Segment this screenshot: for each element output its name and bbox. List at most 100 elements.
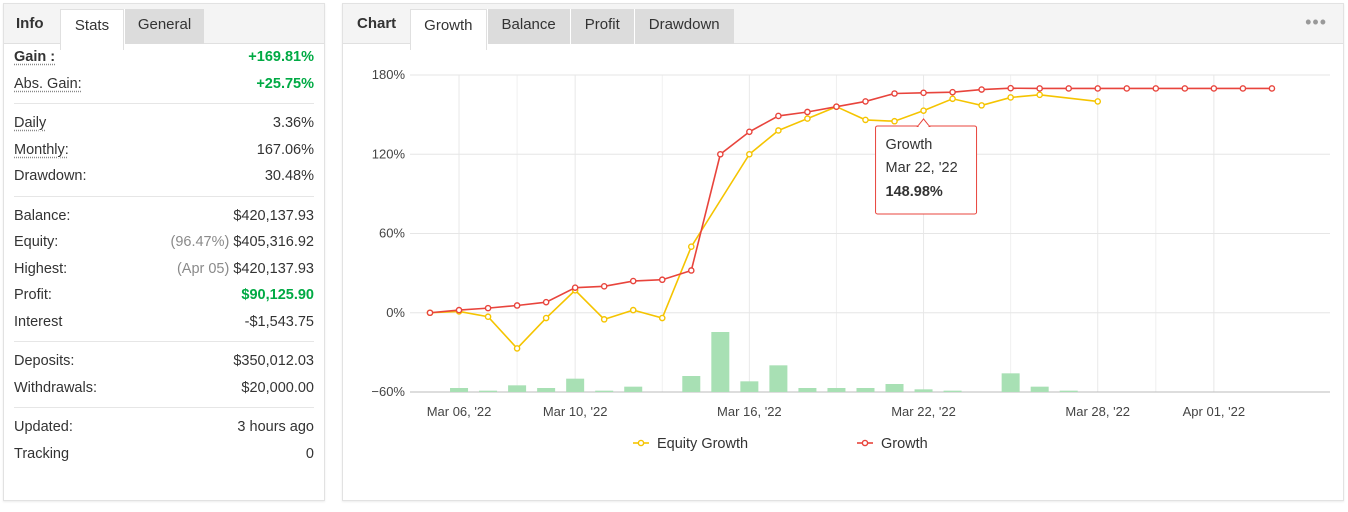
equity-growth-line	[429, 94, 1098, 350]
stat-row-highest: Highest: (Apr 05) $420,137.93	[14, 256, 314, 283]
stat-value: (96.47%) $405,316.92	[170, 234, 314, 250]
stat-row-equity: Equity: (96.47%) $405,316.92	[14, 229, 314, 256]
profit-bar	[566, 378, 585, 392]
equity-growth-point	[629, 306, 637, 314]
chart-tabs: Chart Growth Balance Profit Drawdown	[343, 4, 1343, 50]
legend-equity-growth-marker	[637, 439, 645, 447]
stat-value-text: $405,316.92	[233, 234, 314, 251]
stat-value: $420,137.93	[233, 208, 314, 224]
stat-value-text: 30.48%	[264, 168, 314, 185]
equity-growth-point	[1007, 94, 1014, 101]
growth-point	[1036, 85, 1043, 92]
equity-growth-point	[658, 314, 666, 322]
stat-label[interactable]: Gain :	[14, 49, 56, 66]
tab-info[interactable]: Info	[16, 15, 44, 32]
equity-growth-point	[484, 313, 492, 321]
equity-growth-point	[978, 102, 985, 109]
stat-value: +25.75%	[256, 76, 314, 92]
stat-row-profit: Profit: $90,125.90	[14, 282, 314, 309]
stat-label: Interest	[14, 313, 63, 330]
profit-bar	[827, 388, 846, 392]
equity-growth-point	[1094, 98, 1102, 105]
tab-growth[interactable]: Growth	[410, 9, 487, 50]
growth-point	[833, 103, 840, 110]
profit-bar	[885, 384, 904, 392]
growth-point	[513, 302, 521, 309]
ellipsis-icon[interactable]: •••	[1305, 12, 1327, 32]
tab-balance[interactable]: Balance	[486, 9, 570, 44]
stats-tabs: Info Stats General	[4, 4, 324, 50]
stat-label[interactable]: Monthly:	[14, 141, 69, 158]
divider	[14, 195, 314, 197]
stat-label: Updated:	[14, 419, 73, 436]
stat-row-deposits: Deposits: $350,012.03	[14, 348, 314, 375]
stat-row-updated: Updated: 3 hours ago	[14, 414, 314, 441]
profit-bar	[740, 381, 759, 392]
stat-row-interest: Interest -$1,543.75	[14, 309, 314, 336]
divider	[14, 103, 314, 104]
growth-point	[746, 128, 753, 136]
stats-list: Gain : +169.81% Abs. Gain: +25.75% Daily 3.36…	[4, 44, 324, 467]
growth-point	[1181, 85, 1189, 92]
growth-point	[920, 89, 927, 97]
growth-point	[687, 267, 695, 274]
divider	[14, 341, 314, 342]
tab-chart[interactable]: Chart	[357, 15, 397, 32]
stat-label: Profit:	[14, 287, 52, 304]
stats-panel: Info Stats General Gain : +169.81% Abs. Ga…	[3, 3, 325, 501]
stat-value-text: 167.06%	[256, 141, 314, 158]
profit-bar	[537, 388, 556, 392]
x-tick-label: Apr 01, '22	[1183, 404, 1245, 419]
y-tick-label: 180%	[372, 67, 406, 82]
x-tick-label: Mar 10, '22	[543, 404, 608, 419]
growth-point	[1268, 85, 1276, 92]
tab-stats[interactable]: Stats	[60, 9, 124, 50]
profit-bar	[914, 389, 933, 392]
tab-general[interactable]: General	[124, 9, 204, 44]
growth-point	[804, 108, 811, 116]
growth-point	[1007, 84, 1014, 92]
growth-point	[426, 309, 434, 317]
tab-profit[interactable]: Profit	[569, 9, 634, 44]
growth-point	[862, 98, 869, 105]
stat-value: $350,012.03	[233, 353, 314, 369]
profit-bar	[769, 365, 788, 392]
growth-point	[949, 88, 956, 96]
growth-point	[658, 276, 666, 284]
y-tick-label: 0%	[386, 305, 405, 320]
legend-growth-label: Growth	[881, 436, 928, 452]
chart-panel: Chart Growth Balance Profit Drawdown •••…	[342, 3, 1344, 501]
y-tick-label: 60%	[379, 226, 405, 241]
equity-growth-point	[775, 127, 782, 134]
profit-bar	[711, 332, 730, 392]
stat-label[interactable]: Daily	[14, 115, 47, 132]
equity-growth-point	[804, 115, 811, 122]
equity-growth-point	[600, 316, 608, 323]
profit-bar	[943, 390, 962, 392]
equity-growth-point	[949, 95, 956, 103]
growth-point	[629, 277, 637, 285]
tooltip-series: Growth	[886, 137, 933, 153]
profit-bar	[508, 385, 527, 392]
stat-value-text: 0	[305, 445, 314, 462]
stat-label: Tracking	[14, 445, 70, 462]
stat-value: 0	[306, 446, 314, 462]
x-tick-label: Mar 06, '22	[427, 404, 492, 419]
legend-growth-marker	[861, 439, 869, 447]
profit-bar	[682, 376, 701, 392]
tab-drawdown[interactable]: Drawdown	[633, 9, 734, 44]
growth-point	[455, 306, 463, 314]
stat-row-tracking: Tracking 0	[14, 441, 314, 468]
stat-label: Drawdown:	[14, 168, 87, 185]
growth-point	[600, 283, 608, 290]
stat-row-withdrawals: Withdrawals: $20,000.00	[14, 375, 314, 402]
stat-value-text: 3 hours ago	[237, 419, 314, 436]
stat-value-text: +25.75%	[256, 75, 314, 92]
tooltip-date: Mar 22, '22	[886, 160, 958, 176]
growth-line	[429, 87, 1272, 314]
stat-row-monthly: Monthly: 167.06%	[14, 137, 314, 164]
stat-label[interactable]: Abs. Gain:	[14, 75, 82, 92]
stat-label: Equity:	[14, 234, 59, 251]
stat-value: -$1,543.75	[245, 314, 314, 330]
legend-equity-growth-label: Equity Growth	[657, 436, 748, 452]
